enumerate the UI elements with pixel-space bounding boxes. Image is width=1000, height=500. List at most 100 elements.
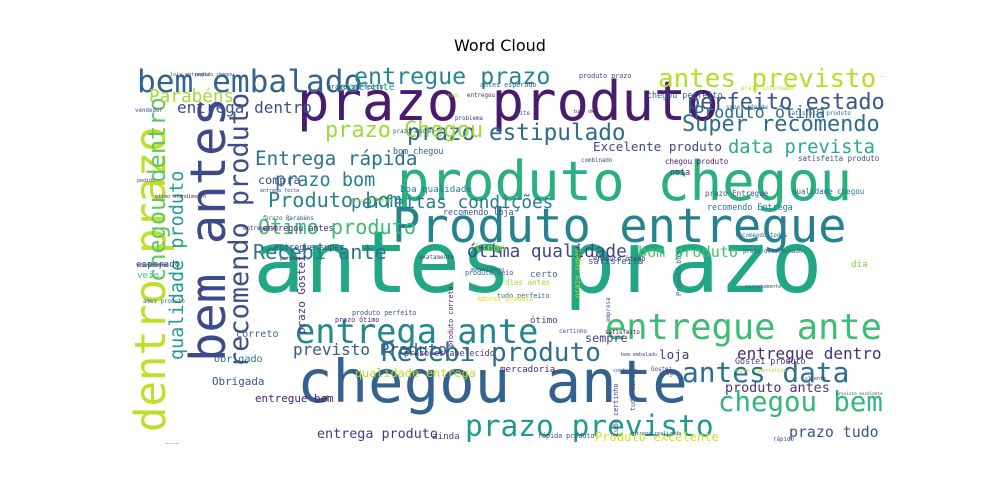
word-62: veio: [137, 270, 159, 281]
word-95: rápida produto: [538, 432, 594, 440]
word-102: exatamente: [419, 255, 454, 261]
word-119: entrega feita: [260, 188, 299, 194]
word-8: entrega ante: [295, 312, 538, 351]
word-97: prazo informado: [741, 86, 794, 92]
word-118: prazo Parabéns: [265, 215, 314, 222]
word-46: sempre: [585, 331, 628, 345]
word-59: esperado: [136, 259, 180, 270]
word-117: prazo adorei: [393, 129, 435, 135]
word-109: Gostei: [651, 367, 672, 373]
word-0: antes prazo: [253, 213, 823, 313]
word-39: Produto excelente: [595, 430, 719, 444]
word-79: tudo perfeito: [497, 292, 549, 300]
word-107: problema: [455, 116, 483, 122]
word-116: parabens: [280, 256, 304, 262]
word-124: conforme: [613, 368, 637, 374]
word-51: obrigado: [214, 354, 263, 365]
word-40: bom produto: [638, 243, 738, 261]
word-57: ótimo: [530, 315, 558, 326]
word-33: Parabéns: [149, 87, 234, 107]
word-5: bem antes: [180, 97, 237, 362]
word-26: Ótimo produto: [258, 215, 416, 239]
word-92: Produto boa: [675, 252, 683, 296]
word-64: boa qualidade: [400, 184, 472, 195]
word-9: prazo entrega: [165, 442, 179, 444]
word-131: previsto excelente: [836, 391, 883, 397]
word-16: recomendo produto: [224, 93, 255, 368]
word-60: ainda: [432, 431, 460, 442]
word-86: produto perfeito: [352, 309, 416, 317]
word-67: bom chegou: [393, 146, 443, 156]
word-110: chega: [659, 371, 676, 377]
word-83: prazo perfeito: [327, 83, 383, 91]
word-99: certinho: [559, 329, 587, 335]
word-128: ótimo atendimento: [155, 193, 206, 200]
word-53: excelente: [340, 82, 395, 93]
word-44: loja: [659, 347, 689, 362]
word-94: empresa: [606, 298, 612, 322]
word-89: prazo determinado: [743, 249, 803, 255]
word-43: Excelente produto: [593, 139, 722, 154]
word-10: bem embalado: [137, 64, 362, 100]
word-2: chegou ante: [297, 347, 688, 416]
word-63: nota: [670, 167, 690, 177]
word-98: satisfeito produto: [788, 111, 851, 117]
word-121: corretamente: [745, 284, 781, 290]
word-38: prazo tudo: [789, 423, 879, 441]
word-21: prazo estipulado: [407, 120, 626, 146]
word-73: satisfeita produto: [798, 154, 880, 163]
word-25: Recebi ante: [253, 240, 387, 264]
word-11: prazo previsto: [465, 409, 714, 443]
word-80: produto veio: [465, 269, 513, 277]
word-47: qualidade entrega: [355, 366, 476, 380]
word-22: Super recomendo: [682, 112, 880, 137]
word-29: prazo bom: [275, 170, 375, 191]
word-82: produto prazo: [579, 72, 631, 80]
word-14: antes previsto: [658, 64, 876, 94]
word-70: entregue super: [274, 242, 345, 252]
word-19: perfeito estado: [687, 90, 885, 115]
word-17: entregue prazo: [354, 63, 550, 90]
word-101: combinado: [581, 158, 613, 164]
word-85: Produto ótimo: [593, 255, 645, 263]
word-76: prazo Entregue: [705, 189, 769, 198]
word-61: mercadoria: [500, 364, 555, 375]
word-120: bem embalado: [621, 352, 657, 358]
word-81: Adorei produto: [477, 295, 533, 303]
word-78: prazo super: [573, 248, 582, 298]
word-23: prazo Chegou: [325, 118, 483, 143]
word-27: Produto bom: [268, 188, 402, 212]
word-91: tudo certinho: [612, 384, 620, 436]
word-108: vendedor: [135, 108, 163, 114]
word-66: recomendo Entrega: [707, 202, 793, 212]
word-56: satisfeita: [588, 256, 643, 267]
word-96: super rápida: [726, 104, 768, 111]
word-18: Recebi produto: [381, 338, 601, 368]
cloud-background: [125, 62, 885, 444]
word-20: chegou dentro: [143, 97, 171, 282]
word-28: Entrega rápida: [255, 147, 418, 170]
word-122: super expectativa: [735, 368, 786, 374]
word-93: produto correto: [447, 287, 455, 347]
word-52: correto: [236, 329, 279, 340]
word-4: dentro prazo: [126, 126, 175, 432]
word-72: Gostei produto: [735, 356, 806, 366]
word-42: produto antes: [725, 381, 830, 396]
word-87: prazo ótimo: [335, 316, 379, 324]
word-127: Ótima loja: [880, 75, 885, 78]
word-55: certo: [530, 269, 558, 280]
word-103: maravilhoso: [471, 267, 504, 273]
word-58: dia: [851, 259, 868, 270]
word-24: data prevista: [728, 137, 875, 158]
word-114: todo: [447, 93, 459, 99]
word-104: entregaram: [243, 226, 278, 232]
word-129: prazo estimado: [351, 198, 393, 204]
chart-title: Word Cloud: [454, 36, 546, 55]
word-45: compra: [258, 173, 301, 187]
word-133: pedido chegou: [195, 72, 234, 78]
word-48: prazo Gostei: [295, 255, 308, 334]
word-50: Obrigada: [212, 375, 264, 388]
word-37: previsto Produto: [293, 340, 447, 359]
